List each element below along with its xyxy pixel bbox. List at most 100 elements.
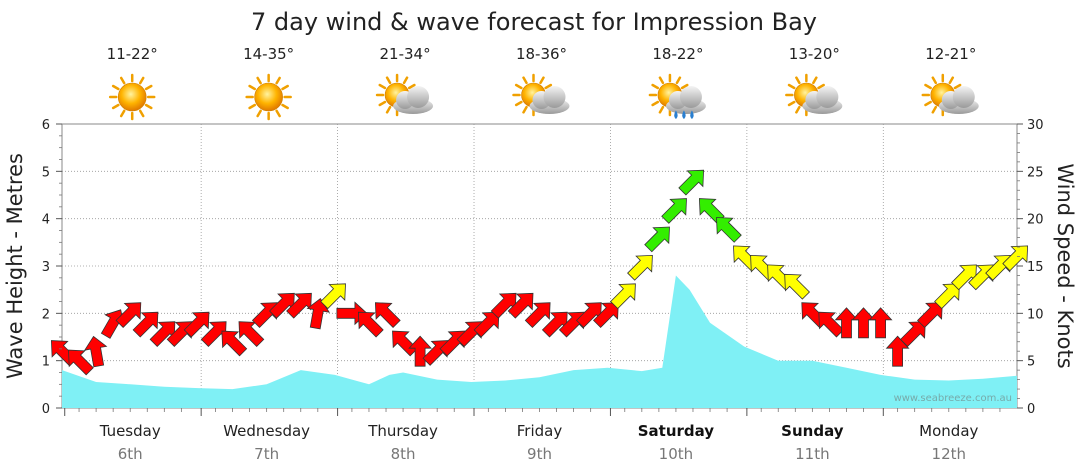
left-tick-label: 1 — [42, 355, 50, 370]
partly-cloudy-icon — [375, 73, 434, 117]
sun-ray — [651, 100, 660, 107]
right-axis-label: Wind Speed - Knots — [1053, 163, 1077, 368]
wind-arrow — [868, 307, 893, 339]
sun-ray — [385, 76, 392, 85]
sun-ray — [402, 76, 409, 85]
wind-arrow — [507, 292, 534, 319]
right-tick-label: 0 — [1027, 402, 1035, 417]
cloud-shape — [938, 86, 979, 114]
left-tick-label: 0 — [42, 402, 50, 417]
wind-arrow — [916, 302, 943, 329]
sun-ray — [378, 100, 387, 107]
day-name-label: Monday — [919, 422, 978, 440]
wind-arrow — [1002, 245, 1029, 272]
sun-ray — [931, 105, 938, 114]
day-date-label: 10th — [659, 445, 693, 463]
day-temperature: 18-36° — [516, 45, 567, 63]
sun-ray — [256, 109, 262, 118]
sun-ray — [658, 76, 665, 85]
right-tick-label: 5 — [1027, 355, 1035, 370]
right-tick-label: 25 — [1027, 165, 1044, 180]
day-temperature: 18-22° — [652, 45, 703, 63]
right-tick-label: 15 — [1027, 260, 1044, 275]
wind-arrow — [68, 349, 94, 376]
cloud-shape — [529, 86, 570, 114]
day-name-label: Saturday — [638, 422, 715, 440]
day-date-label: 8th — [391, 445, 416, 463]
sun-disc — [254, 82, 283, 112]
wind-arrow — [784, 273, 811, 300]
sun-ray — [281, 103, 289, 110]
sun-ray — [680, 83, 689, 90]
wind-arrow — [834, 307, 859, 339]
sun-ray — [138, 76, 145, 85]
wind-arrow — [374, 302, 401, 329]
sun-ray — [275, 76, 281, 85]
day-name-label: Sunday — [781, 422, 844, 440]
sun-ray — [812, 76, 818, 85]
wind-arrow — [661, 198, 687, 224]
sun-ray — [795, 76, 801, 85]
sun-ray — [248, 84, 257, 91]
sun-ray — [514, 100, 523, 107]
sun-ray — [787, 83, 796, 90]
sun-ray — [924, 83, 932, 90]
wind-arrow — [490, 292, 517, 319]
wind-arrow — [575, 302, 602, 329]
sun-ray — [407, 83, 416, 90]
day-date-label: 12th — [932, 445, 966, 463]
rain-drop — [674, 110, 678, 120]
wind-arrow — [951, 264, 977, 291]
wind-arrow — [678, 169, 705, 196]
sun-ray — [514, 83, 523, 90]
sun-ray — [522, 76, 528, 85]
wind-arrow — [851, 307, 876, 339]
day-temperature: 12-21° — [925, 45, 976, 63]
rain-drop — [690, 110, 694, 120]
right-tick-label: 10 — [1027, 307, 1044, 322]
wind-arrow — [541, 311, 568, 338]
watermark: www.seabreeze.com.au — [894, 393, 1012, 404]
sun-ray — [144, 103, 153, 110]
sun-ray — [658, 105, 665, 114]
sun-ray — [787, 100, 796, 107]
day-temperature: 14-35° — [243, 45, 294, 63]
wind-arrow — [115, 302, 142, 329]
sun-ray — [144, 84, 153, 91]
sun-ray — [138, 109, 145, 118]
day-date-label: 6th — [118, 445, 143, 463]
sun-ray — [539, 76, 545, 85]
partly-cloudy-icon — [512, 73, 570, 117]
left-tick-label: 4 — [42, 213, 50, 228]
partly-cloudy-rain-icon — [648, 73, 706, 120]
left-tick-label: 2 — [42, 307, 50, 322]
sun-ray — [953, 83, 962, 90]
day-temperature: 11-22° — [107, 45, 158, 63]
wind-arrow — [473, 311, 500, 338]
day-name-label: Wednesday — [223, 422, 310, 440]
wind-arrow — [357, 311, 384, 338]
sun-disc — [117, 82, 147, 112]
left-tick-label: 5 — [42, 165, 50, 180]
wind-arrow — [934, 283, 960, 310]
left-tick-label: 6 — [42, 118, 50, 133]
sun-ray — [275, 109, 281, 118]
sun-ray — [795, 105, 801, 114]
day-date-label: 7th — [254, 445, 279, 463]
wind-arrow — [592, 302, 619, 329]
day-temperature: 13-20° — [789, 45, 840, 63]
wind-arrow — [132, 311, 159, 338]
wind-arrow — [238, 321, 265, 348]
sun-ray — [119, 76, 126, 85]
wind-arrows — [50, 169, 1029, 376]
x-axis-day-labels: Tuesday 6th Wednesday 7th Thursday 8th Friday 9… — [99, 422, 979, 463]
sun-ray — [924, 100, 932, 107]
partly-cloudy-icon — [921, 73, 979, 117]
forecast-day-headers: 11-22° 14-35° 21-34° 18-36° 18-22° 13-20° 12-2… — [107, 45, 979, 121]
chart-title: 7 day wind & wave forecast for Impressio… — [251, 8, 817, 36]
wind-arrow — [644, 226, 670, 253]
sun-ray — [281, 84, 289, 91]
wind-arrow — [899, 321, 926, 348]
wind-arrow — [524, 302, 551, 329]
rain-drop — [682, 110, 686, 120]
